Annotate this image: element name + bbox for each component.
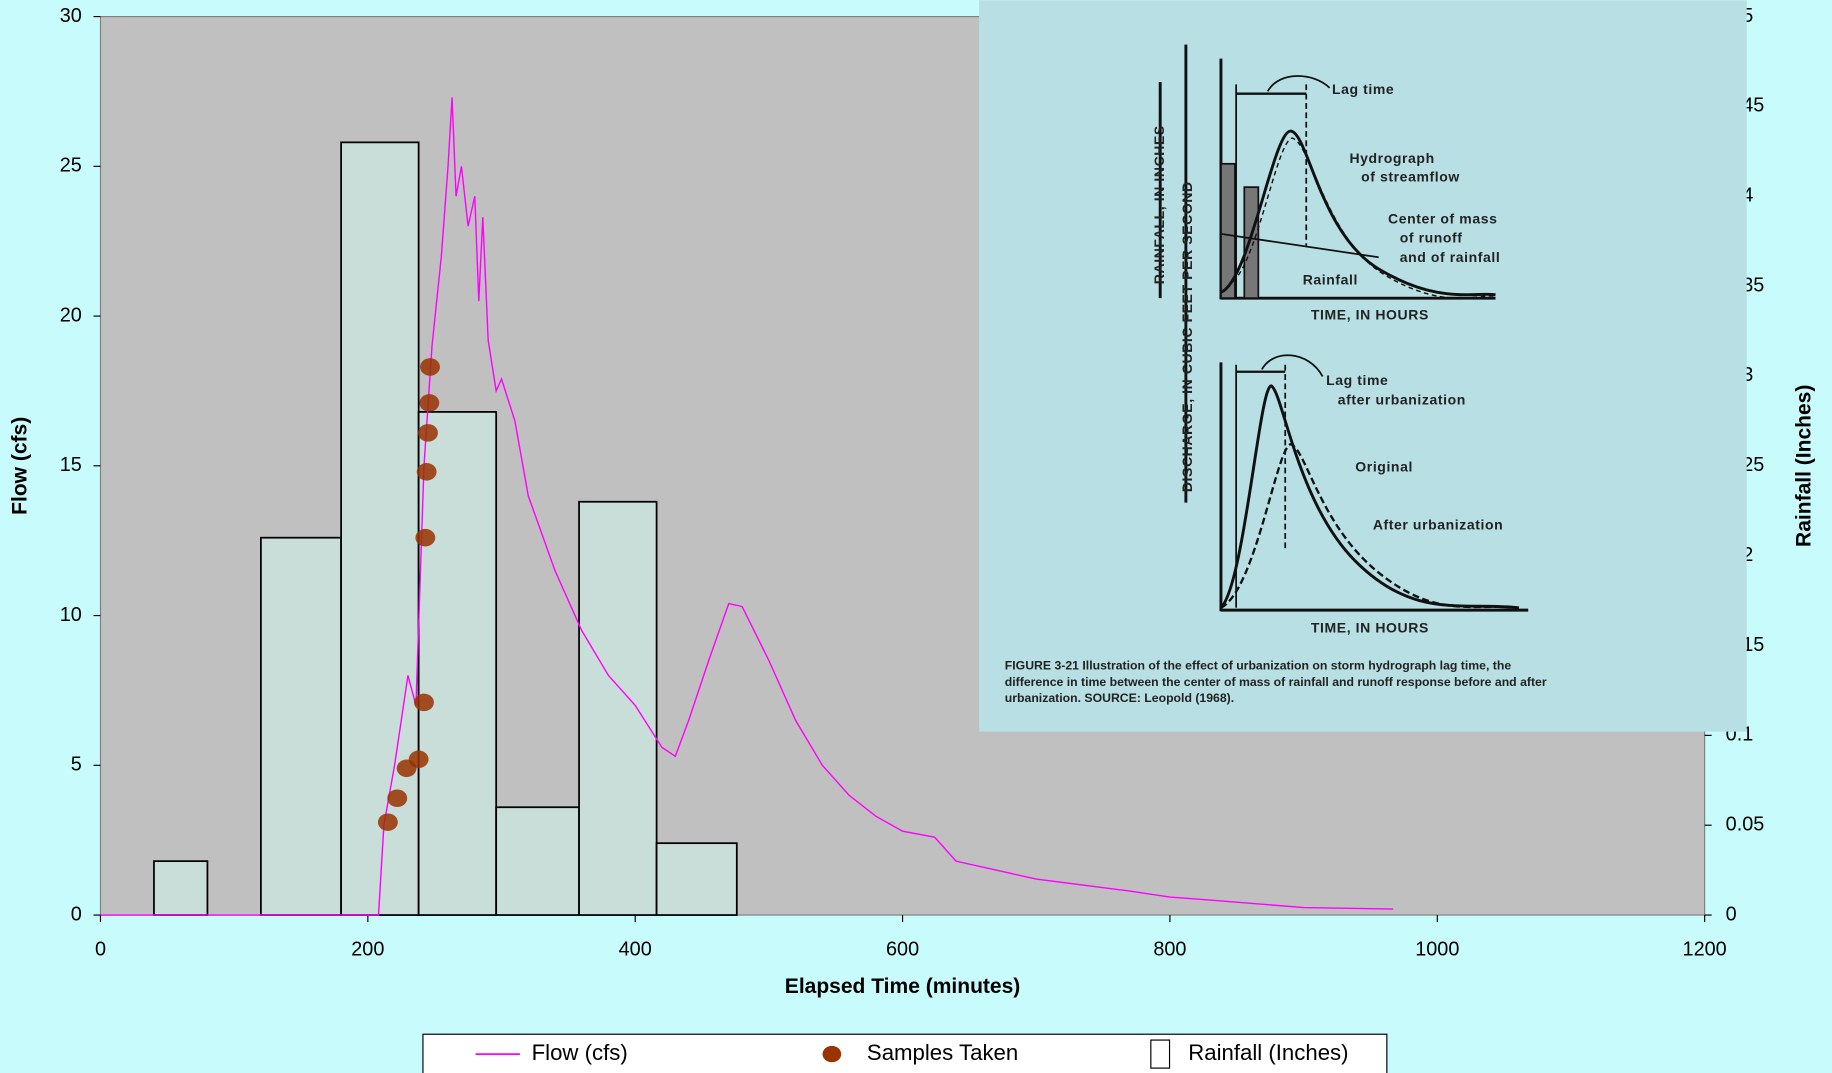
sample-point bbox=[408, 750, 429, 769]
legend-label: Samples Taken bbox=[867, 1040, 1018, 1065]
inset-label: TIME, IN HOURS bbox=[1311, 306, 1429, 322]
rainfall-bar bbox=[495, 806, 580, 916]
sample-point bbox=[414, 693, 434, 712]
inset-label: Lag time bbox=[1326, 372, 1388, 388]
sample-point bbox=[416, 463, 437, 481]
sample-point bbox=[377, 813, 398, 831]
legend-label: Flow (cfs) bbox=[532, 1040, 628, 1065]
x-tick-label: 1200 bbox=[1683, 938, 1727, 960]
y2-tick-label: 0.05 bbox=[1726, 813, 1765, 835]
rainfall-bar bbox=[153, 860, 209, 916]
rainfall-bar bbox=[260, 536, 342, 916]
y-tick-label: 0 bbox=[71, 903, 82, 925]
y-tick-label: 30 bbox=[60, 5, 82, 27]
y-tick-label: 5 bbox=[71, 754, 82, 776]
x-tick-label: 1000 bbox=[1415, 938, 1459, 960]
flow-line bbox=[100, 97, 1394, 916]
sample-point bbox=[420, 358, 440, 376]
x-tick-label: 600 bbox=[886, 938, 919, 960]
legend-swatch bbox=[822, 1045, 842, 1063]
y-tick-label: 25 bbox=[60, 155, 82, 177]
axis-titles: Elapsed Time (minutes) Flow (cfs) Rainfall… bbox=[9, 385, 1816, 1073]
y2-tick-label: 0 bbox=[1726, 903, 1737, 925]
sample-point bbox=[419, 394, 440, 412]
inset-label: TIME, IN HOURS bbox=[1311, 620, 1429, 636]
inset-caption: difference in time between the center of… bbox=[1005, 675, 1547, 689]
y-tick-label: 20 bbox=[60, 304, 82, 326]
inset-axis-label: DISCHARGE, IN CUBIC FEET PER SECOND bbox=[1179, 181, 1195, 492]
inset-label: and of rainfall bbox=[1400, 249, 1501, 265]
rainfall-bar bbox=[578, 500, 658, 916]
inset-curves bbox=[1219, 75, 1520, 610]
inset-axis-label: RAINFALL, IN INCHES bbox=[1151, 125, 1167, 284]
y-axis-title: Flow (cfs) bbox=[9, 417, 32, 515]
x-tick-label: 800 bbox=[1153, 938, 1186, 960]
sample-point bbox=[387, 789, 408, 808]
inset-caption: FIGURE 3-21 Illustration of the effect o… bbox=[1005, 658, 1512, 672]
inset-label: Lag time bbox=[1332, 81, 1394, 97]
x-axis-title: Elapsed Time (minutes) bbox=[785, 975, 1021, 998]
rainfall-bar bbox=[417, 411, 498, 916]
sample-point bbox=[418, 424, 438, 442]
y2-axis-title: Rainfall (Inches) bbox=[1793, 385, 1816, 547]
inset-label: Rainfall bbox=[1303, 271, 1358, 287]
inset-label: after urbanization bbox=[1338, 392, 1466, 408]
legend-swatch bbox=[1150, 1039, 1171, 1069]
rainfall-bar bbox=[340, 141, 420, 916]
y-tick-label: 15 bbox=[60, 454, 82, 476]
inset-label: of runoff bbox=[1400, 229, 1463, 245]
inset-label: Center of mass bbox=[1388, 211, 1497, 227]
x-tick-label: 400 bbox=[619, 938, 652, 960]
sample-point bbox=[415, 528, 436, 547]
inset-figure: RAINFALL, IN INCHES DISCHARGE, IN CUBIC … bbox=[979, 0, 1747, 732]
inset-label: Hydrograph bbox=[1349, 150, 1434, 166]
inset-label: of streamflow bbox=[1361, 169, 1460, 185]
legend-box bbox=[422, 1033, 1388, 1073]
inset-caption: urbanization. SOURCE: Leopold (1968). bbox=[1005, 691, 1234, 705]
rainfall-bar bbox=[655, 842, 738, 916]
x-tick-label: 200 bbox=[351, 938, 384, 960]
x-tick-label: 0 bbox=[95, 938, 106, 960]
legend-label: Rainfall (Inches) bbox=[1188, 1040, 1348, 1065]
y-tick-label: 10 bbox=[60, 604, 82, 626]
inset-label: After urbanization bbox=[1373, 517, 1503, 533]
inset-label: Original bbox=[1355, 458, 1413, 474]
